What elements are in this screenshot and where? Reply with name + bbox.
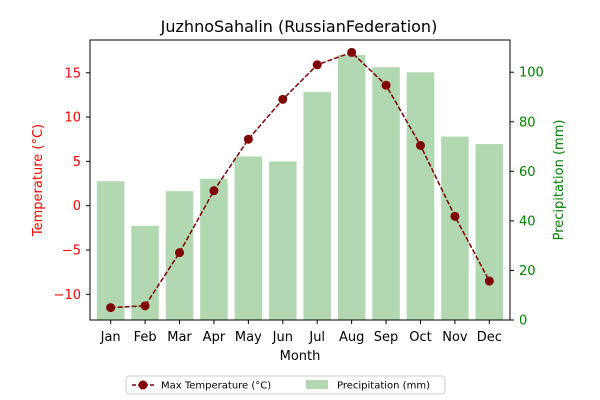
x-axis: Jan Feb Mar Apr May Jun Jul Aug Sep Oct Nov Dec [100, 320, 502, 345]
temperature-point-may [243, 134, 253, 144]
left-y-axis-label: Temperature (°C) [31, 124, 46, 237]
precip-bar-aug [337, 54, 366, 321]
temperature-point-dec [484, 276, 494, 286]
x-axis-label: Month [280, 349, 321, 364]
temperature-point-aug [347, 47, 357, 57]
precip-bar-sep [372, 67, 400, 320]
precip-bar-jan [96, 181, 125, 320]
legend-bar-swatch [306, 380, 328, 389]
legend-label-precipitation: Precipitation (mm) [337, 381, 430, 392]
x-tick-label-oct: Oct [409, 330, 431, 345]
left-tick-label: 15 [64, 66, 81, 81]
x-tick-label-dec: Dec [477, 330, 502, 345]
precip-bar-dec [475, 144, 504, 320]
legend-box [125, 375, 446, 395]
temperature-point-jan [106, 303, 116, 313]
x-tick-label-may: May [235, 330, 262, 345]
temperature-point-apr [209, 186, 219, 196]
temperature-point-nov [450, 211, 460, 221]
plot-frame [89, 39, 511, 321]
x-tick-label-nov: Nov [442, 330, 468, 345]
precip-bar-may [234, 156, 263, 320]
precipitation-bars [96, 54, 504, 321]
left-y-axis: −10 −5 0 5 10 15 [54, 66, 90, 303]
legend-label-temperature: Max Temperature (°C) [161, 381, 271, 392]
x-tick-label-jan: Jan [100, 330, 121, 345]
temperature-point-feb [140, 301, 150, 311]
x-tick-label-mar: Mar [167, 330, 192, 345]
left-tick-label: −5 [62, 244, 81, 259]
chart-title: JuzhnoSahalin (RussianFederation) [160, 17, 438, 36]
precip-bar-jul [303, 92, 331, 320]
temperature-point-jul [312, 60, 322, 70]
temperature-point-oct [415, 140, 425, 150]
temperature-point-jun [278, 94, 288, 104]
x-tick-label-jul: Jul [308, 330, 325, 345]
precip-bar-jun [269, 161, 297, 320]
temperature-series-line [110, 51, 491, 309]
left-tick-label: 10 [64, 111, 81, 126]
right-tick-label: 80 [519, 115, 536, 130]
legend: Max Temperature (°C) Precipitation (mm) [125, 375, 446, 395]
x-tick-label-aug: Aug [339, 330, 364, 345]
left-tick-label: 0 [73, 199, 81, 214]
x-tick-label-apr: Apr [203, 330, 226, 345]
right-tick-label: 40 [519, 214, 536, 229]
x-tick-label-sep: Sep [374, 330, 399, 345]
precip-bar-oct [406, 72, 435, 320]
right-tick-label: 0 [519, 314, 527, 329]
right-tick-label: 20 [519, 264, 536, 279]
x-tick-label-jun: Jun [272, 330, 293, 345]
right-y-axis-label: Precipitation (mm) [552, 120, 567, 241]
precip-bar-nov [441, 136, 469, 320]
temperature-point-sep [381, 80, 391, 90]
left-tick-label: −10 [54, 288, 81, 303]
temperature-point-mar [175, 248, 185, 258]
left-tick-label: 5 [73, 155, 81, 170]
x-tick-label-feb: Feb [134, 330, 157, 345]
right-tick-label: 60 [519, 165, 536, 180]
right-tick-label: 100 [519, 66, 544, 81]
legend-marker-swatch [138, 380, 148, 390]
right-y-axis: 0 20 40 60 80 100 [510, 66, 544, 329]
temperature-line [106, 47, 494, 313]
precip-bar-apr [200, 178, 228, 320]
